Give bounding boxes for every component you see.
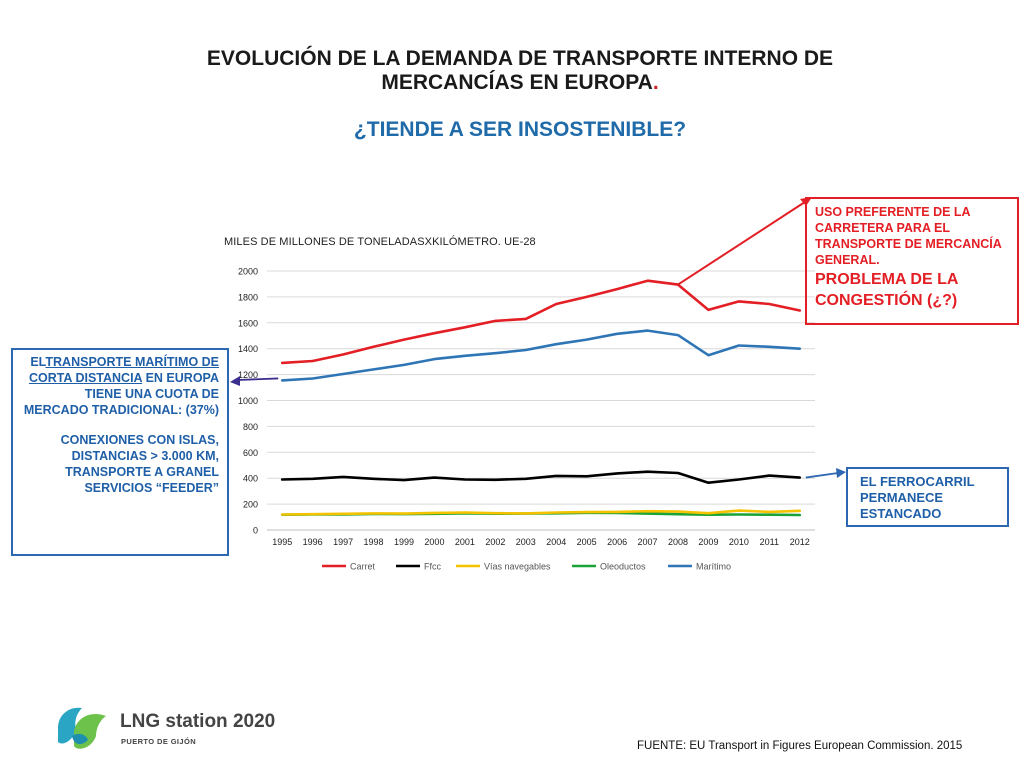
maritime-annotation-underlined: TRANSPORTE MARÍTIMO DE CORTA DISTANCIA [28,355,219,385]
series-line-ffcc [280,470,802,485]
legend-label: Ffcc [424,562,441,572]
x-tick-label: 2005 [577,537,597,547]
page-title: EVOLUCIÓN DE LA DEMANDA DE TRANSPORTE IN… [100,47,940,95]
x-tick-label: 2000 [424,537,444,547]
x-tick-label: 2007 [638,537,658,547]
title-line-1: EVOLUCIÓN DE LA DEMANDA DE TRANSPORTE IN… [206,47,834,70]
x-tick-label: 1998 [364,537,384,547]
x-tick-label: 2009 [698,537,718,547]
series-line-carret [280,279,802,365]
legend-label: Vías navegables [484,562,551,572]
maritime-annotation-rest: EN EUROPA TIENE UNA CUOTA DE MERCADO TRA… [23,371,219,417]
road-annotation-text: USO PREFERENTE DE LA CARRETERA PARA EL T… [815,205,1002,267]
rail-annotation-box: EL FERROCARRIL PERMANECE ESTANCADO [846,467,1009,527]
y-tick-label: 1200 [238,370,258,380]
x-tick-label: 1997 [333,537,353,547]
x-tick-label: 2004 [546,537,566,547]
road-arrow [677,199,809,286]
y-tick-label: 1600 [238,318,258,328]
road-annotation-highlight: PROBLEMA DE LA CONGESTIÓN (¿?) [815,271,958,309]
series-line-marítimo [280,329,802,382]
rail-arrow [805,472,839,479]
legend-label: Oleoductos [600,562,646,572]
x-tick-label: 2001 [455,537,475,547]
source-note: FUENTE: EU Transport in Figures European… [637,740,963,752]
y-tick-label: 600 [243,448,258,458]
x-tick-label: 2011 [760,537,779,547]
page-subtitle: ¿TIENDE A SER INSOSTENIBLE? [353,118,687,141]
lng-logo-icon [58,707,106,749]
legend-label: Carret [350,562,376,572]
y-tick-label: 800 [243,422,258,432]
maritime-annotation-connections: CONEXIONES CON ISLAS, DISTANCIAS > 3.000… [60,433,219,495]
legend-label: Marítimo [696,562,731,572]
y-tick-label: 1000 [238,396,258,406]
y-tick-label: 200 [243,500,258,510]
x-tick-label: 2002 [485,537,505,547]
logo-name: LNG station 2020 [120,711,276,732]
logo-subtitle: PUERTO DE GIJÓN [121,737,197,746]
title-dot: . [652,71,659,94]
road-annotation-box: USO PREFERENTE DE LA CARRETERA PARA EL T… [805,197,1019,325]
y-tick-label: 400 [243,474,258,484]
x-tick-label: 1999 [394,537,414,547]
y-tick-label: 1800 [238,292,258,302]
x-tick-label: 2006 [607,537,627,547]
x-tick-label: 2003 [516,537,536,547]
y-tick-label: 0 [253,526,258,536]
maritime-annotation-box: ELTRANSPORTE MARÍTIMO DE CORTA DISTANCIA… [11,348,229,556]
title-line-2: MERCANCÍAS EN EUROPA [381,71,653,94]
x-tick-label: 1996 [303,537,323,547]
maritime-annotation-prefix: EL [30,355,46,369]
x-tick-label: 1995 [272,537,292,547]
rail-annotation-text: EL FERROCARRIL PERMANECE ESTANCADO [860,474,975,521]
maritime-arrowhead [230,376,240,386]
y-tick-label: 1400 [238,344,258,354]
x-tick-label: 2008 [668,537,688,547]
x-tick-label: 2012 [790,537,810,547]
x-tick-label: 2010 [729,537,749,547]
chart-title: MILES DE MILLONES DE TONELADASXKILÓMETRO… [224,236,536,248]
series-line-vías-navegables [280,509,802,516]
y-tick-label: 2000 [238,267,258,277]
maritime-arrow [237,377,279,381]
rail-arrowhead [836,468,846,478]
